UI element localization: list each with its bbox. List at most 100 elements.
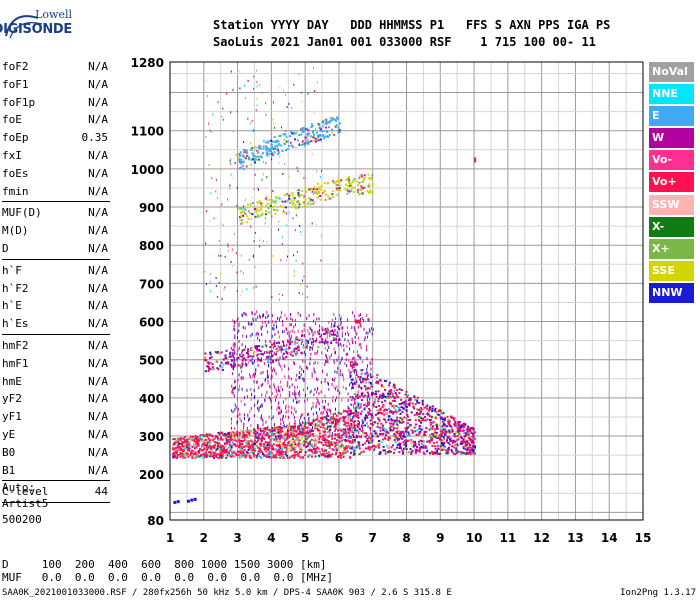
echo-point xyxy=(418,432,421,435)
echo-point xyxy=(234,403,236,407)
echo-point xyxy=(253,428,256,431)
param-name: foEp xyxy=(2,131,29,145)
echo-point xyxy=(227,198,229,201)
echo-point xyxy=(451,430,454,433)
divider xyxy=(2,333,110,335)
echo-point xyxy=(235,454,238,457)
echo-point xyxy=(206,454,209,457)
echo-point xyxy=(357,353,359,357)
echo-point xyxy=(172,447,175,450)
echo-point xyxy=(215,456,218,459)
echo-point xyxy=(367,439,370,442)
echo-point xyxy=(284,149,287,152)
echo-point xyxy=(366,434,369,437)
echo-point xyxy=(220,436,223,439)
echo-point xyxy=(446,415,449,418)
echo-point xyxy=(256,85,258,88)
echo-point xyxy=(438,434,441,437)
echo-point xyxy=(306,137,309,140)
echo-point xyxy=(253,414,255,418)
echo-point xyxy=(232,363,235,366)
echo-point xyxy=(303,275,305,278)
echo-point xyxy=(260,202,263,205)
echo-point xyxy=(243,348,246,351)
echo-point xyxy=(307,442,310,445)
echo-point xyxy=(258,188,260,191)
echo-point xyxy=(447,442,450,445)
param-name: M(D) xyxy=(2,224,29,238)
echo-point xyxy=(281,426,284,429)
echo-point xyxy=(299,419,301,423)
echo-point xyxy=(238,324,240,328)
echo-point xyxy=(304,440,307,443)
echo-point xyxy=(272,101,274,104)
echo-point xyxy=(358,444,361,447)
echo-point xyxy=(253,396,255,400)
echo-point xyxy=(399,432,402,435)
echo-point xyxy=(317,134,320,137)
echo-point xyxy=(234,408,236,412)
echo-point xyxy=(316,401,318,405)
echo-point xyxy=(305,438,308,441)
echo-point xyxy=(410,451,413,454)
echo-point xyxy=(290,449,293,452)
echo-point xyxy=(320,184,323,187)
echo-point xyxy=(358,177,361,180)
echo-point xyxy=(413,426,416,429)
echo-point xyxy=(277,453,280,456)
echo-point xyxy=(322,341,325,344)
echo-point xyxy=(253,351,256,354)
echo-point xyxy=(207,365,210,368)
echo-point xyxy=(307,429,309,433)
echo-point xyxy=(419,406,422,409)
echo-point xyxy=(358,453,361,456)
logo-swoosh-icon xyxy=(5,15,43,39)
echo-point xyxy=(339,314,341,318)
echo-point xyxy=(367,411,369,415)
echo-point xyxy=(203,441,206,444)
echo-point xyxy=(314,451,317,454)
echo-point xyxy=(251,196,253,199)
echo-point xyxy=(452,452,455,455)
echo-point xyxy=(350,399,353,402)
echo-point xyxy=(336,418,339,421)
echo-point xyxy=(346,421,349,424)
echo-point xyxy=(266,310,268,314)
param-value: N/A xyxy=(88,77,108,91)
echo-point xyxy=(351,427,354,430)
echo-point xyxy=(248,454,251,457)
echo-point xyxy=(283,421,285,425)
echo-point xyxy=(414,423,417,426)
echo-point xyxy=(280,418,282,422)
echo-point xyxy=(276,348,279,351)
echo-point xyxy=(260,456,263,459)
echo-point xyxy=(354,341,356,345)
echo-point xyxy=(435,427,438,430)
echo-point xyxy=(369,178,372,181)
echo-point xyxy=(300,133,303,136)
echo-point xyxy=(311,452,314,455)
echo-point xyxy=(333,324,336,327)
echo-point xyxy=(277,448,280,451)
echo-point xyxy=(454,447,457,450)
echo-point xyxy=(355,180,358,183)
echo-point xyxy=(297,437,300,440)
echo-point xyxy=(408,404,411,407)
echo-point xyxy=(297,200,300,203)
echo-point xyxy=(346,352,348,356)
y-tick-label: 900 xyxy=(139,201,164,215)
echo-point xyxy=(393,427,396,430)
echo-point xyxy=(248,431,251,434)
echo-point xyxy=(227,446,230,449)
echo-point xyxy=(312,188,315,191)
echo-point xyxy=(334,337,336,341)
echo-point xyxy=(282,400,284,404)
echo-point xyxy=(302,130,305,133)
echo-point xyxy=(253,447,256,450)
echo-point xyxy=(298,430,301,433)
echo-point xyxy=(473,446,476,449)
echo-point xyxy=(361,426,363,430)
param-row: foF2 N/A xyxy=(2,58,110,76)
echo-point xyxy=(364,418,366,422)
echo-point xyxy=(317,429,320,432)
